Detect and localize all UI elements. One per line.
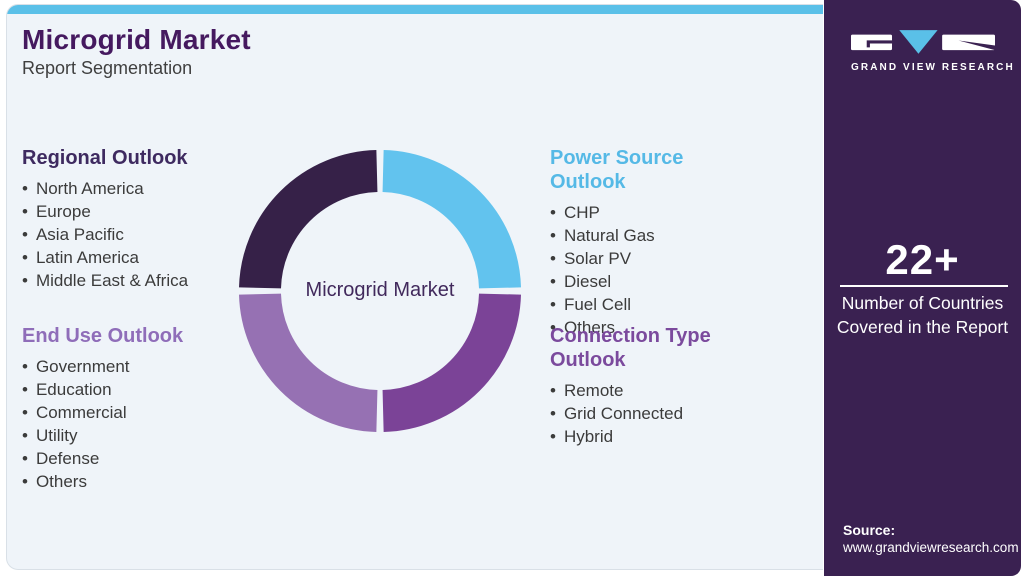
list-item: Education <box>22 378 227 401</box>
donut-center-label: Microgrid Market <box>305 279 455 301</box>
list-item: Grid Connected <box>550 402 740 425</box>
list-item: Natural Gas <box>550 224 755 247</box>
list-item: Defense <box>22 447 227 470</box>
power-source-outlook-list: CHP Natural Gas Solar PV Diesel Fuel Cel… <box>550 201 755 339</box>
end-use-outlook-heading: End Use Outlook <box>22 325 184 347</box>
countries-count: 22+ <box>885 236 960 283</box>
logo-v-triangle <box>899 30 938 54</box>
list-item: Utility <box>22 424 227 447</box>
donut-segment-regional <box>239 150 379 290</box>
page-title: Microgrid Market <box>22 24 251 55</box>
list-item: Commercial <box>22 401 227 424</box>
donut-segment-end-use <box>239 292 379 432</box>
connection-type-outlook-heading: Connection Type Outlook <box>550 325 711 371</box>
section-end-use-outlook: End Use Outlook Government Education Com… <box>22 324 227 493</box>
end-use-outlook-list: Government Education Commercial Utility … <box>22 355 227 493</box>
list-item: North America <box>22 177 227 200</box>
list-item: Others <box>550 316 755 339</box>
page-subtitle: Report Segmentation <box>22 58 193 78</box>
section-power-source-outlook: Power Source Outlook CHP Natural Gas Sol… <box>550 146 755 339</box>
source-url-link[interactable]: www.grandviewresearch.com <box>843 540 1019 555</box>
source-label: Source: <box>843 522 896 538</box>
list-item: Fuel Cell <box>550 293 755 316</box>
list-item: Remote <box>550 379 740 402</box>
list-item: Middle East & Africa <box>22 269 227 292</box>
connection-type-outlook-list: Remote Grid Connected Hybrid <box>550 379 740 448</box>
list-item: Hybrid <box>550 425 740 448</box>
power-source-outlook-heading: Power Source Outlook <box>550 147 684 193</box>
list-item: Diesel <box>550 270 755 293</box>
donut-segment-connection-type <box>381 292 521 432</box>
list-item: Government <box>22 355 227 378</box>
list-item: CHP <box>550 201 755 224</box>
gvr-logo: GRAND VIEW RESEARCH <box>851 27 1015 73</box>
brand-name: GRAND VIEW RESEARCH <box>851 62 1015 73</box>
top-accent-bar <box>7 5 823 14</box>
gvr-logo-icon <box>851 30 995 54</box>
donut-segment-power-source <box>381 150 521 290</box>
sidebar: GRAND VIEW RESEARCH 22+ Number of Countr… <box>824 0 1021 576</box>
source-block: Source: www.grandviewresearch.com <box>843 521 1019 556</box>
stat-divider-line <box>840 285 1008 287</box>
section-connection-type-outlook: Connection Type Outlook Remote Grid Conn… <box>550 324 740 448</box>
section-regional-outlook: Regional Outlook North America Europe As… <box>22 146 227 292</box>
list-item: Others <box>22 470 227 493</box>
list-item: Solar PV <box>550 247 755 270</box>
donut-chart <box>239 150 521 432</box>
regional-outlook-heading: Regional Outlook <box>22 147 188 169</box>
list-item: Latin America <box>22 246 227 269</box>
countries-count-label: Number of Countries Covered in the Repor… <box>836 293 1009 337</box>
list-item: Asia Pacific <box>22 223 227 246</box>
list-item: Europe <box>22 200 227 223</box>
regional-outlook-list: North America Europe Asia Pacific Latin … <box>22 177 227 292</box>
logo-g-detail <box>866 40 893 48</box>
